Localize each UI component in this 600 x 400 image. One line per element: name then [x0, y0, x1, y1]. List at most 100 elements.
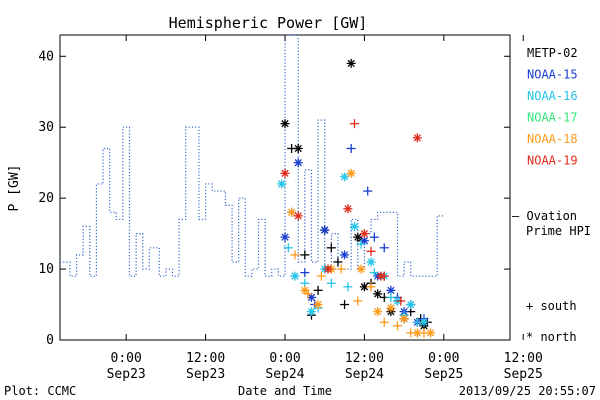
- x-tick-label-date: Sep23: [107, 367, 146, 382]
- marker-stroke: [307, 307, 316, 316]
- marker-stroke: [387, 304, 395, 312]
- marker-stroke: [294, 159, 302, 167]
- north-asterisk-marker: [306, 292, 316, 302]
- y-axis: 0 10 20 30 40: [38, 49, 510, 348]
- x-tick-label-date: Sep24: [265, 367, 304, 382]
- marker-stroke: [324, 265, 332, 273]
- observation-series: [277, 58, 436, 338]
- north-asterisk-marker: [366, 257, 376, 267]
- legend-entry: NOAA-15: [527, 68, 578, 82]
- south-plus-marker: [366, 246, 376, 256]
- marker-stroke: [374, 307, 382, 316]
- marker-stroke: [278, 180, 286, 188]
- ovation-line: [60, 34, 444, 277]
- marker-stroke: [340, 251, 349, 259]
- south-plus-marker: [349, 119, 359, 129]
- north-asterisk-marker: [313, 300, 323, 310]
- north-asterisk-marker: [373, 307, 383, 317]
- south-plus-marker: [336, 264, 346, 274]
- north-asterisk-marker: [359, 229, 369, 239]
- north-asterisk-marker: [412, 133, 422, 143]
- south-plus-marker: [343, 282, 353, 292]
- south-plus-marker: [300, 250, 310, 260]
- north-asterisk-marker: [340, 172, 350, 182]
- x-tick-label-time: 12:00: [345, 351, 384, 366]
- south-plus-marker: [346, 143, 356, 153]
- marker-stroke: [407, 300, 415, 309]
- north-asterisk-marker: [287, 207, 297, 217]
- y-tick-label: 20: [38, 191, 54, 206]
- marker-stroke: [344, 205, 352, 213]
- ovation-legend-line2: Prime HPI: [526, 224, 591, 238]
- marker-stroke: [413, 329, 421, 337]
- north-asterisk-marker: [280, 232, 290, 242]
- legend-entry: METP-02: [527, 46, 578, 60]
- north-asterisk-marker: [346, 168, 356, 178]
- south-plus-marker: [283, 243, 293, 253]
- north-asterisk-marker: [346, 58, 356, 68]
- south-plus-marker: [326, 243, 336, 253]
- marker-stroke: [347, 169, 355, 177]
- north-asterisk-marker: [306, 307, 316, 317]
- north-asterisk-marker: [293, 211, 303, 221]
- x-tick-label-date: Sep25: [504, 367, 543, 382]
- marker-stroke: [281, 233, 289, 241]
- north-asterisk-marker: [356, 264, 366, 274]
- south-plus-marker: [353, 296, 363, 306]
- marker-stroke: [340, 173, 349, 181]
- south-plus-marker: [386, 292, 396, 302]
- legend-entry: NOAA-19: [527, 154, 578, 168]
- south-plus-marker: [369, 268, 379, 278]
- x-axis-label: Date and Time: [238, 384, 332, 398]
- marker-stroke: [307, 293, 316, 302]
- south-plus-marker: [379, 271, 389, 281]
- marker-stroke: [354, 233, 362, 241]
- marker-stroke: [420, 318, 428, 326]
- y-tick-label: 40: [38, 49, 54, 64]
- marker-legend-entry: + south: [526, 299, 577, 313]
- north-asterisk-marker: [277, 179, 287, 189]
- x-tick-label-date: Sep25: [424, 367, 463, 382]
- south-plus-marker: [300, 268, 310, 278]
- north-asterisk-marker: [280, 168, 290, 178]
- ovation-series: [60, 34, 444, 277]
- footer-credit: Plot: CCMC: [4, 384, 76, 398]
- south-plus-marker: [379, 317, 389, 327]
- marker-stroke: [314, 300, 322, 309]
- y-tick-label: 10: [38, 262, 54, 277]
- south-plus-marker: [287, 143, 297, 153]
- south-plus-marker: [419, 328, 429, 338]
- marker-stroke: [367, 258, 375, 266]
- marker-stroke: [301, 286, 309, 294]
- south-plus-marker: [313, 285, 323, 295]
- south-plus-marker: [333, 257, 343, 267]
- south-plus-marker: [316, 271, 326, 281]
- legend-entry: NOAA-18: [527, 132, 578, 146]
- south-plus-marker: [412, 317, 422, 327]
- south-plus-marker: [393, 321, 402, 331]
- north-asterisk-marker: [419, 317, 429, 327]
- south-plus-marker: [369, 232, 379, 242]
- x-tick-label-time: 0:00: [269, 351, 300, 366]
- south-plus-marker: [406, 328, 416, 338]
- y-axis-label: P [GW]: [7, 165, 22, 212]
- marker-legend-entry: * north: [526, 330, 577, 344]
- x-tick-label-date: Sep23: [186, 367, 225, 382]
- marker-stroke: [350, 222, 359, 231]
- footer-timestamp: 2013/09/25 20:55:07: [459, 384, 596, 398]
- south-plus-marker: [396, 296, 406, 306]
- y-tick-label: 30: [38, 120, 54, 135]
- x-tick-label-time: 12:00: [186, 351, 225, 366]
- north-asterisk-marker: [340, 250, 350, 260]
- marker-stroke: [400, 315, 408, 323]
- south-plus-marker: [356, 239, 366, 249]
- south-plus-marker: [290, 250, 300, 260]
- north-asterisk-marker: [323, 264, 333, 274]
- marker-stroke: [357, 265, 365, 273]
- x-tick-label-time: 0:00: [428, 351, 459, 366]
- north-asterisk-marker: [359, 282, 369, 292]
- chart-title: Hemispheric Power [GW]: [169, 14, 368, 32]
- marker-stroke: [281, 169, 289, 177]
- marker-stroke: [287, 208, 296, 216]
